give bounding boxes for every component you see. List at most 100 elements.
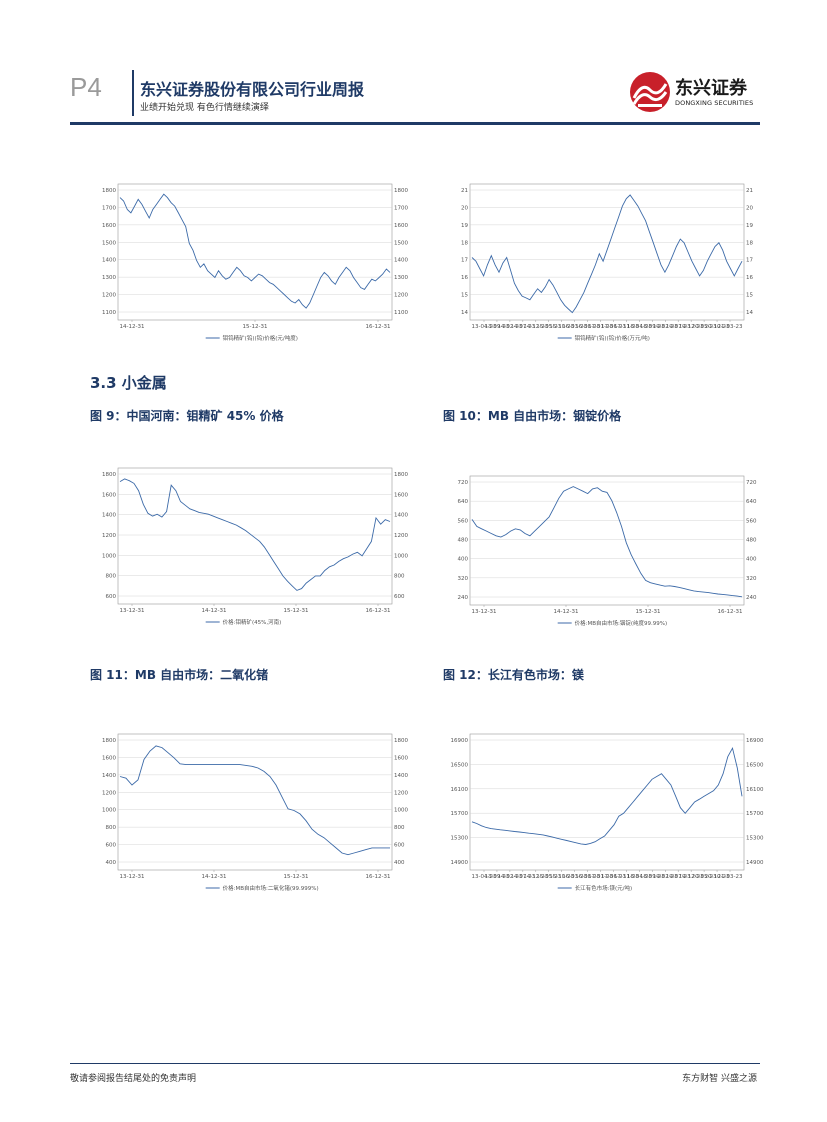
y-tick-right: 1100	[394, 310, 408, 316]
y-tick-left: 1400	[102, 513, 116, 519]
y-tick-left: 14	[461, 310, 468, 316]
y-tick-left: 21	[461, 188, 468, 194]
y-tick-left: 20	[461, 205, 468, 211]
y-tick-right: 21	[746, 188, 753, 194]
y-tick-right: 15300	[746, 836, 764, 842]
y-tick-left: 400	[106, 860, 117, 866]
x-tick-label: 16-03-23	[562, 324, 587, 330]
y-tick-left: 1200	[102, 790, 116, 796]
x-tick-label: 16-03-23	[562, 874, 587, 880]
x-tick-label: 17-11-23	[614, 874, 639, 880]
y-tick-left: 1600	[102, 223, 116, 229]
report-subtitle: 业绩开始兑现 有色行情继续演绎	[140, 103, 269, 113]
y-tick-right: 14900	[746, 860, 764, 866]
y-tick-left: 1800	[102, 472, 116, 478]
x-tick-label: 15-05-23	[536, 324, 561, 330]
y-tick-left: 800	[106, 574, 117, 580]
x-tick-label: 21-03-23	[718, 324, 743, 330]
x-tick-label: 19-02-23	[653, 324, 678, 330]
x-tick-label: 15-10-23	[549, 874, 574, 880]
y-tick-right: 320	[746, 576, 757, 582]
y-tick-right: 16900	[746, 738, 764, 744]
series-line	[119, 193, 391, 309]
chart-figure-9: 1800 1800 1600 1600 1400 1400 1200 1200 1000 1000…	[96, 462, 414, 634]
y-tick-right: 1600	[394, 755, 408, 761]
y-tick-right: 1600	[394, 223, 408, 229]
y-tick-left: 1800	[102, 188, 116, 194]
x-tick-label: 13-04-23	[472, 874, 497, 880]
series-line	[119, 745, 390, 856]
x-tick-label: 15-12-31	[636, 609, 661, 615]
x-tick-label: 16-08-23	[575, 324, 600, 330]
y-tick-left: 1700	[102, 205, 116, 211]
x-tick-label: 17-01-23	[588, 324, 613, 330]
y-tick-left: 16100	[451, 787, 469, 793]
section-heading: 3.3 小金属	[90, 374, 167, 392]
x-tick-label: 15-12-31	[243, 324, 268, 330]
legend-label: 价格:MB自由市场:铟锭(纯度99.99%)	[575, 619, 668, 627]
y-tick-right: 1400	[394, 773, 408, 779]
y-tick-right: 1600	[394, 492, 408, 498]
y-tick-right: 16	[746, 275, 753, 281]
y-tick-right: 15	[746, 293, 753, 299]
y-tick-right: 1700	[394, 205, 408, 211]
logo-chinese-name: 东兴证券	[675, 78, 747, 99]
y-tick-left: 1800	[102, 738, 116, 744]
x-tick-label: 13-09-23	[484, 874, 509, 880]
x-tick-label: 19-12-23	[679, 324, 704, 330]
y-tick-left: 1200	[102, 293, 116, 299]
x-tick-label: 14-12-31	[202, 874, 227, 880]
x-tick-label: 14-12-23	[523, 874, 548, 880]
x-tick-label: 17-11-23	[614, 324, 639, 330]
chart-figure-12: 16900 16900 16500 16500 16100 16100 15700 15700…	[448, 728, 766, 900]
y-tick-left: 800	[106, 825, 117, 831]
x-tick-label: 13-12-31	[120, 874, 145, 880]
y-tick-right: 1000	[394, 553, 408, 559]
x-tick-label: 20-05-23	[692, 324, 717, 330]
y-tick-left: 1600	[102, 755, 116, 761]
plot-frame	[469, 183, 745, 321]
y-tick-left: 15300	[451, 836, 469, 842]
y-tick-right: 400	[394, 860, 405, 866]
plot-frame	[117, 467, 393, 605]
series-line	[119, 478, 391, 591]
logo-english-name: DONGXING SECURITIES	[675, 99, 754, 107]
y-tick-left: 16500	[451, 762, 469, 768]
y-tick-left: 1200	[102, 533, 116, 539]
x-tick-label: 13-09-23	[484, 324, 509, 330]
y-tick-right: 1400	[394, 258, 408, 264]
y-tick-left: 1300	[102, 275, 116, 281]
y-tick-left: 720	[458, 480, 469, 486]
legend-label: 长江有色市场:镁(元/吨)	[575, 884, 633, 892]
y-tick-right: 800	[394, 574, 405, 580]
y-tick-right: 16500	[746, 762, 764, 768]
y-tick-right: 400	[746, 557, 757, 563]
y-tick-right: 20	[746, 205, 753, 211]
x-tick-label: 14-02-23	[497, 324, 522, 330]
footer-disclaimer: 敬请参阅报告结尾处的免责声明	[70, 1074, 197, 1084]
plot-frame	[469, 733, 745, 871]
y-tick-right: 1500	[394, 240, 408, 246]
y-tick-right: 1300	[394, 275, 408, 281]
x-tick-label: 20-10-23	[705, 324, 730, 330]
x-tick-label: 15-05-23	[536, 874, 561, 880]
x-tick-label: 19-12-23	[679, 874, 704, 880]
y-tick-left: 320	[458, 576, 469, 582]
y-tick-right: 560	[746, 518, 757, 524]
y-tick-left: 17	[461, 258, 468, 264]
x-tick-label: 17-01-23	[588, 874, 613, 880]
x-tick-label: 16-12-31	[366, 608, 391, 614]
y-tick-right: 240	[746, 595, 757, 601]
x-tick-label: 15-12-31	[284, 874, 309, 880]
y-tick-left: 600	[106, 843, 117, 849]
y-tick-right: 800	[394, 825, 405, 831]
y-tick-left: 1000	[102, 553, 116, 559]
legend-label: 价格:MB自由市场:二氧化锗(99.999%)	[223, 884, 319, 892]
y-tick-right: 17	[746, 258, 753, 264]
y-tick-left: 1100	[102, 310, 116, 316]
page-number: P4	[70, 72, 102, 102]
y-tick-left: 600	[106, 594, 117, 600]
figure-11-caption: 图 11：MB 自由市场：二氧化锗	[90, 668, 269, 682]
legend-label: 价格:钼精矿(45%,河南)	[223, 618, 282, 626]
y-tick-left: 1000	[102, 808, 116, 814]
